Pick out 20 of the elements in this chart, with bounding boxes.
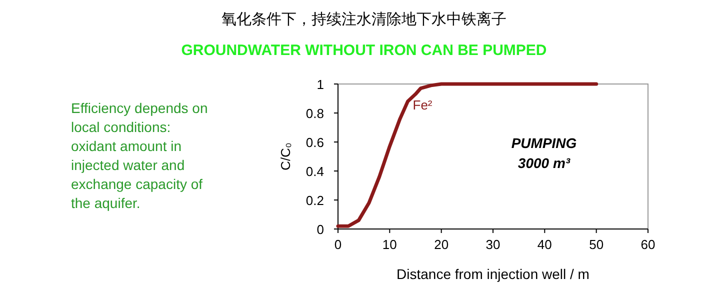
x-axis-title: Distance from injection well / m — [396, 266, 590, 282]
annotation: PUMPING 3000 m³ — [511, 135, 577, 171]
y-tick-label: 0.8 — [306, 106, 324, 121]
x-tick-label: 20 — [434, 237, 449, 252]
y-tick-label: 0.4 — [306, 164, 324, 179]
chart-subtitle: GROUNDWATER WITHOUT IRON CAN BE PUMPED — [181, 42, 547, 59]
text: Efficiency depends on local conditions: oxidant amount in injected water and exchange capacity of the aquifer. — [71, 100, 208, 211]
x-tick-label: 40 — [537, 237, 552, 252]
x-tick-label: 10 — [382, 237, 397, 252]
x-tick-label: 60 — [640, 237, 656, 252]
y-tick-label: 0 — [316, 222, 324, 237]
y-tick-label: 0.2 — [306, 193, 324, 208]
x-tick-label: 0 — [334, 237, 342, 252]
annotation: Fe² — [412, 97, 433, 112]
x-tick-label: 50 — [589, 237, 604, 252]
y-tick-label: 0.6 — [306, 135, 324, 150]
chart-title: 氧化条件下，持续注水清除地下水中铁离子 — [222, 11, 506, 28]
y-tick-label: 1 — [316, 77, 324, 92]
y-axis-title: C/C₀ — [278, 142, 293, 170]
x-tick-label: 30 — [486, 237, 500, 252]
